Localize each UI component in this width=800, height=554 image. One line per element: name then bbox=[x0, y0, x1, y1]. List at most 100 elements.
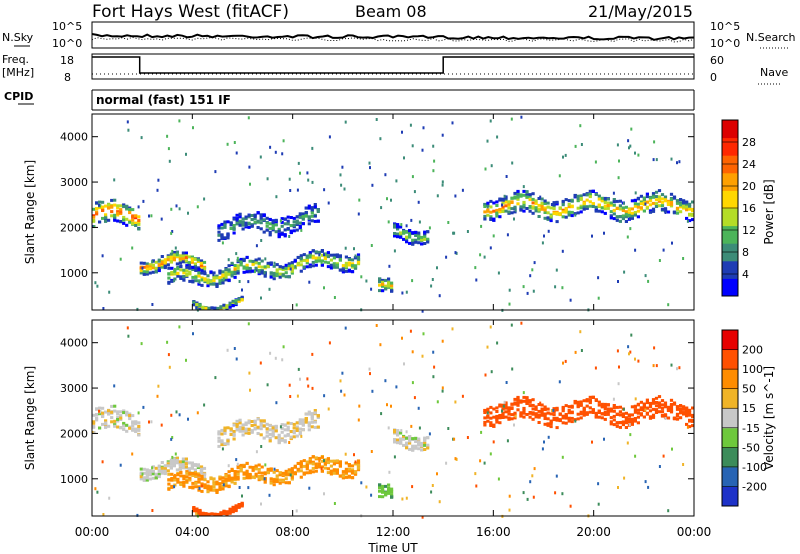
data-cell bbox=[513, 191, 517, 195]
noise-cell bbox=[344, 246, 347, 250]
noise-cell bbox=[410, 218, 413, 222]
data-cell bbox=[197, 477, 201, 481]
data-cell bbox=[378, 489, 382, 493]
data-cell bbox=[561, 199, 565, 203]
data-cell bbox=[612, 414, 616, 418]
data-cell bbox=[247, 431, 251, 435]
data-cell bbox=[645, 206, 649, 210]
data-cell bbox=[353, 266, 358, 270]
data-cell bbox=[510, 196, 514, 200]
data-cell bbox=[624, 418, 628, 422]
data-cell bbox=[245, 472, 249, 476]
data-cell bbox=[612, 203, 616, 207]
noise-cell bbox=[140, 342, 143, 346]
data-cell bbox=[582, 193, 586, 197]
data-cell bbox=[257, 272, 261, 276]
data-cell bbox=[381, 490, 385, 494]
data-cell bbox=[310, 425, 314, 429]
data-cell bbox=[275, 268, 279, 272]
data-cell bbox=[232, 432, 236, 436]
data-cell bbox=[239, 260, 243, 264]
data-cell bbox=[131, 421, 135, 425]
data-cell bbox=[338, 474, 342, 478]
noise-cell bbox=[451, 121, 454, 125]
data-cell bbox=[222, 303, 226, 307]
data-cell bbox=[302, 253, 306, 257]
data-cell bbox=[522, 415, 526, 419]
noise-cell bbox=[275, 401, 278, 405]
data-cell bbox=[606, 403, 610, 407]
data-cell bbox=[597, 409, 601, 413]
data-cell bbox=[405, 230, 409, 234]
data-cell bbox=[95, 201, 99, 205]
noise-cell bbox=[353, 247, 355, 251]
data-cell bbox=[546, 411, 550, 415]
data-cell bbox=[682, 411, 686, 415]
noise-cell bbox=[479, 253, 482, 257]
noise-cell bbox=[597, 296, 600, 300]
data-cell bbox=[163, 258, 167, 262]
data-cell bbox=[193, 468, 197, 472]
noise-cell bbox=[501, 409, 503, 413]
noise-cell bbox=[357, 212, 360, 216]
data-cell bbox=[549, 214, 553, 218]
data-cell bbox=[238, 223, 242, 227]
data-cell bbox=[200, 482, 204, 486]
data-cell bbox=[182, 484, 186, 488]
noise-cell bbox=[235, 458, 238, 462]
noise-cell bbox=[441, 183, 444, 187]
data-cell bbox=[639, 194, 643, 198]
data-cell bbox=[537, 409, 541, 413]
data-cell bbox=[350, 270, 355, 274]
noise-cell bbox=[296, 188, 299, 192]
data-cell bbox=[600, 206, 604, 210]
data-cell bbox=[244, 215, 248, 219]
data-cell bbox=[326, 461, 330, 465]
data-cell bbox=[101, 406, 105, 410]
data-cell bbox=[597, 197, 601, 201]
data-cell bbox=[335, 263, 339, 267]
data-cell bbox=[408, 437, 412, 441]
data-cell bbox=[654, 195, 659, 198]
noise-cell bbox=[428, 432, 431, 436]
data-cell bbox=[170, 266, 174, 270]
data-cell bbox=[654, 202, 659, 206]
data-cell bbox=[176, 274, 180, 278]
data-cell bbox=[193, 265, 197, 268]
data-cell bbox=[101, 422, 105, 426]
data-cell bbox=[199, 259, 204, 263]
data-cell bbox=[390, 284, 394, 288]
data-cell bbox=[199, 469, 204, 473]
noise-cell bbox=[438, 500, 441, 504]
noise-cell bbox=[503, 194, 506, 198]
data-cell bbox=[486, 414, 490, 418]
data-cell bbox=[277, 229, 281, 233]
data-cell bbox=[299, 463, 303, 467]
data-cell bbox=[268, 218, 272, 222]
data-cell bbox=[173, 277, 177, 281]
noise-cell bbox=[127, 128, 130, 132]
noise-cell bbox=[630, 127, 633, 131]
data-cell bbox=[210, 306, 214, 310]
data-cell bbox=[495, 200, 499, 204]
noise-cell bbox=[436, 472, 438, 476]
data-cell bbox=[335, 265, 339, 269]
data-cell bbox=[501, 407, 505, 411]
data-cell bbox=[301, 215, 305, 218]
data-cell bbox=[139, 472, 143, 476]
data-cell bbox=[691, 406, 695, 410]
data-cell bbox=[534, 405, 538, 409]
data-cell bbox=[236, 475, 240, 479]
noise-cell bbox=[678, 366, 681, 370]
noise-cell bbox=[431, 278, 434, 281]
noise-cell bbox=[141, 266, 144, 270]
data-cell bbox=[310, 412, 314, 416]
data-cell bbox=[378, 280, 382, 284]
data-cell bbox=[603, 201, 607, 204]
data-cell bbox=[92, 413, 96, 417]
data-cell bbox=[269, 271, 273, 275]
data-cell bbox=[423, 235, 427, 239]
data-cell bbox=[302, 258, 306, 262]
data-cell bbox=[104, 425, 108, 429]
